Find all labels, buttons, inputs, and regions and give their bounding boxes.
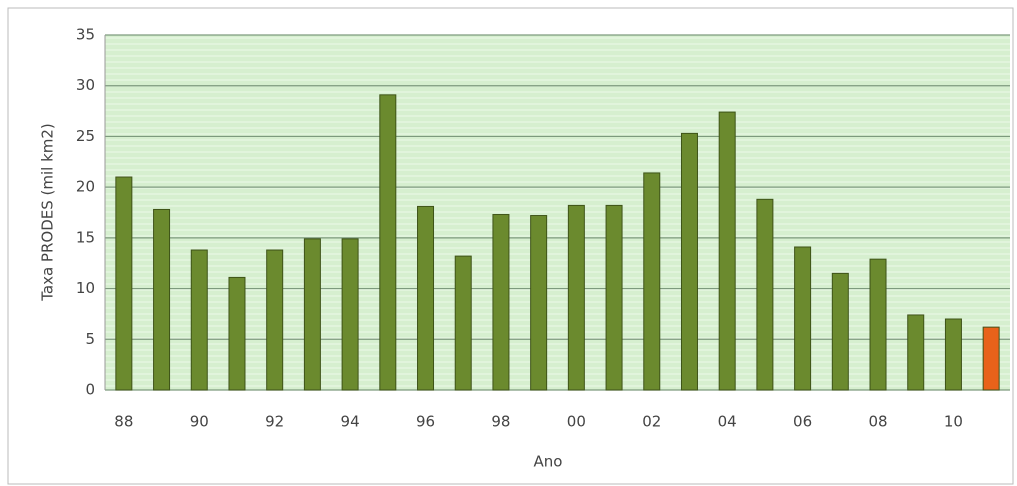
bar bbox=[605, 204, 623, 391]
x-axis-label: Ano bbox=[534, 453, 563, 471]
bar bbox=[228, 276, 246, 391]
bar bbox=[190, 249, 208, 391]
bar bbox=[115, 176, 133, 391]
bar bbox=[869, 258, 887, 391]
x-tick-label: 06 bbox=[793, 413, 812, 431]
x-tick-label: 08 bbox=[868, 413, 887, 431]
x-tick-label: 94 bbox=[341, 413, 360, 431]
bar bbox=[944, 318, 962, 391]
x-tick-label: 96 bbox=[416, 413, 435, 431]
y-axis-label: Taxa PRODES (mil km2) bbox=[39, 123, 57, 302]
bar bbox=[417, 205, 435, 391]
bar bbox=[341, 238, 359, 391]
bar bbox=[907, 314, 925, 391]
y-tick-label: 35 bbox=[76, 26, 95, 44]
y-tick-label: 0 bbox=[85, 381, 95, 399]
y-tick-label: 5 bbox=[85, 330, 95, 348]
x-tick-label: 00 bbox=[567, 413, 586, 431]
bar bbox=[643, 172, 661, 391]
x-tick-label: 88 bbox=[114, 413, 133, 431]
bar bbox=[680, 132, 698, 391]
bar bbox=[266, 249, 284, 391]
x-tick-label: 10 bbox=[944, 413, 963, 431]
bar bbox=[756, 198, 774, 391]
bar bbox=[303, 238, 321, 391]
x-tick-label: 92 bbox=[265, 413, 284, 431]
bar bbox=[153, 208, 171, 391]
y-tick-label: 20 bbox=[76, 178, 95, 196]
x-tick-label: 02 bbox=[642, 413, 661, 431]
bar bbox=[379, 94, 397, 391]
y-tick-label: 10 bbox=[76, 279, 95, 297]
x-tick-label: 04 bbox=[718, 413, 737, 431]
bar bbox=[982, 326, 1000, 391]
x-tick-label: 98 bbox=[491, 413, 510, 431]
bar bbox=[530, 215, 548, 391]
y-tick-label: 30 bbox=[76, 76, 95, 94]
y-tick-label: 25 bbox=[76, 127, 95, 145]
bar bbox=[831, 272, 849, 391]
bar bbox=[718, 111, 736, 391]
stripes bbox=[105, 37, 1010, 387]
y-tick-label: 15 bbox=[76, 228, 95, 246]
bar bbox=[454, 255, 472, 391]
x-tick-label: 90 bbox=[190, 413, 209, 431]
bar bbox=[567, 204, 585, 391]
bar bbox=[794, 246, 812, 391]
bar bbox=[492, 214, 510, 391]
